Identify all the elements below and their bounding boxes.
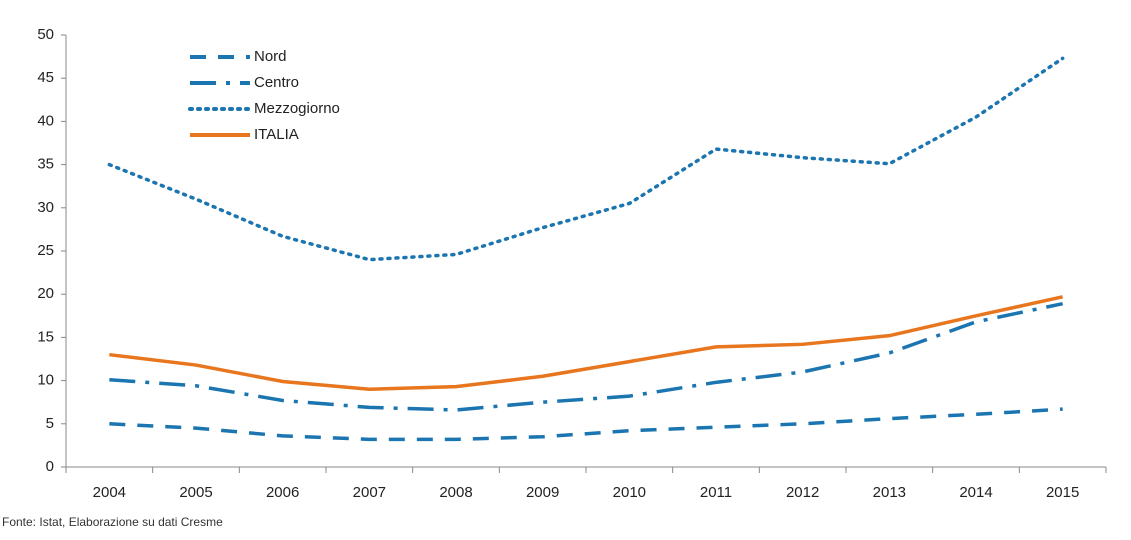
y-tick-label: 50: [37, 26, 54, 43]
series-line: [109, 407, 1063, 442]
x-tick-label: 2006: [266, 484, 299, 501]
y-tick-label: 20: [37, 285, 54, 302]
y-tick-label: 35: [37, 156, 54, 173]
y-tick-label: 25: [37, 242, 54, 259]
legend-label: Nord: [254, 48, 287, 65]
y-tick-label: 30: [37, 199, 54, 216]
x-tick-label: 2009: [526, 484, 559, 501]
source-note: Fonte: Istat, Elaborazione su dati Cresm…: [2, 515, 223, 529]
legend-label: ITALIA: [254, 126, 299, 143]
y-tick-label: 10: [37, 372, 54, 389]
y-tick-label: 45: [37, 69, 54, 86]
y-tick-label: 5: [46, 415, 54, 432]
series-line: [107, 56, 1065, 262]
y-tick-label: 0: [46, 458, 54, 475]
series-line: [109, 301, 1064, 412]
legend-label: Centro: [254, 74, 299, 91]
x-tick-label: 2015: [1046, 484, 1079, 501]
x-tick-label: 2005: [179, 484, 212, 501]
x-tick-label: 2014: [959, 484, 992, 501]
series-line: [109, 295, 1064, 391]
x-tick-label: 2004: [93, 484, 126, 501]
x-tick-label: 2011: [700, 484, 732, 501]
x-tick-label: 2007: [353, 484, 386, 501]
x-tick-label: 2013: [873, 484, 906, 501]
x-tick-label: 2008: [439, 484, 472, 501]
legend-label: Mezzogiorno: [254, 100, 340, 117]
y-tick-label: 40: [37, 112, 54, 129]
x-tick-label: 2010: [613, 484, 646, 501]
x-tick-label: 2012: [786, 484, 819, 501]
y-tick-label: 15: [37, 328, 54, 345]
